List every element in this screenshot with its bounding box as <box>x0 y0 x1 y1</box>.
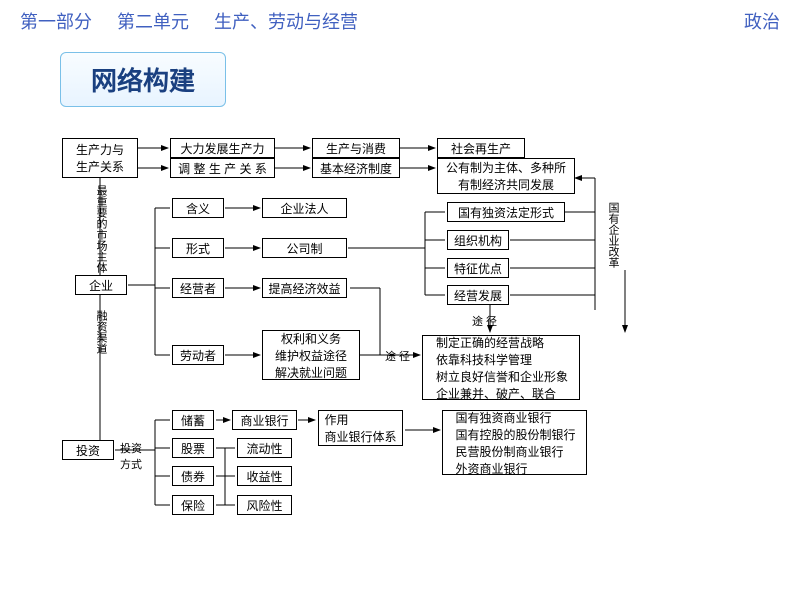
node-dev: 经营发展 <box>447 285 509 305</box>
node-insurance: 保险 <box>172 495 214 515</box>
node-state-form: 国有独资法定形式 <box>447 202 565 222</box>
unit-label: 第二单元 <box>117 12 189 32</box>
node-operator: 经营者 <box>172 278 224 298</box>
node-company: 公司制 <box>262 238 347 258</box>
node-enterprise: 企业 <box>75 275 127 295</box>
node-feature: 特征优点 <box>447 258 509 278</box>
node-efficiency: 提高经济效益 <box>262 278 347 298</box>
node-worker: 劳动者 <box>172 345 224 365</box>
node-legal: 企业法人 <box>262 198 347 218</box>
node-savings: 储蓄 <box>172 410 214 430</box>
concept-diagram: 生产力与 生产关系 大力发展生产力 调 整 生 产 关 系 生产与消费 基本经济… <box>0 130 800 600</box>
node-strategy: 制定正确的经营战略 依靠科技科学管理 树立良好信誉和企业形象 企业兼并、破产、联… <box>422 335 580 400</box>
node-rights: 权利和义务 维护权益途径 解决就业问题 <box>262 330 360 380</box>
node-yield: 收益性 <box>237 466 292 486</box>
node-meaning: 含义 <box>172 198 224 218</box>
node-investment: 投资 <box>62 440 114 460</box>
header: 第一部分 第二单元 生产、劳动与经营 政治 <box>0 0 800 42</box>
node-develop: 大力发展生产力 <box>170 138 275 158</box>
topic-label: 生产、劳动与经营 <box>214 12 358 32</box>
part-label: 第一部分 <box>20 12 92 32</box>
node-org: 组织机构 <box>447 230 509 250</box>
label-market-subject: 最重要的市场主体 <box>93 185 109 273</box>
node-risk: 风险性 <box>237 495 292 515</box>
node-stock: 股票 <box>172 438 214 458</box>
label-invest-method: 投资 方式 <box>120 440 142 472</box>
label-soe-reform: 国有企业改革 <box>605 202 621 268</box>
subject-label: 政治 <box>744 8 780 34</box>
label-path2: 途 径 <box>385 348 410 364</box>
node-productivity: 生产力与 生产关系 <box>62 138 138 178</box>
node-bank-system: 作用 商业银行体系 <box>318 410 403 446</box>
node-reproduction: 社会再生产 <box>437 138 525 158</box>
node-basic-system: 基本经济制度 <box>312 158 400 178</box>
node-form: 形式 <box>172 238 224 258</box>
title-box: 网络构建 <box>60 52 226 107</box>
node-liquidity: 流动性 <box>237 438 292 458</box>
node-bond: 债券 <box>172 466 214 486</box>
node-bank: 商业银行 <box>232 410 297 430</box>
node-banks: 国有独资商业银行 国有控股的股份制银行 民营股份制商业银行 外资商业银行 <box>442 410 587 475</box>
connector-lines <box>0 130 800 600</box>
node-adjust: 调 整 生 产 关 系 <box>170 158 275 178</box>
label-path1: 途 径 <box>472 313 497 329</box>
label-financing: 融资渠道 <box>93 310 109 354</box>
node-ownership: 公有制为主体、多种所 有制经济共同发展 <box>437 158 575 194</box>
node-prod-consume: 生产与消费 <box>312 138 400 158</box>
